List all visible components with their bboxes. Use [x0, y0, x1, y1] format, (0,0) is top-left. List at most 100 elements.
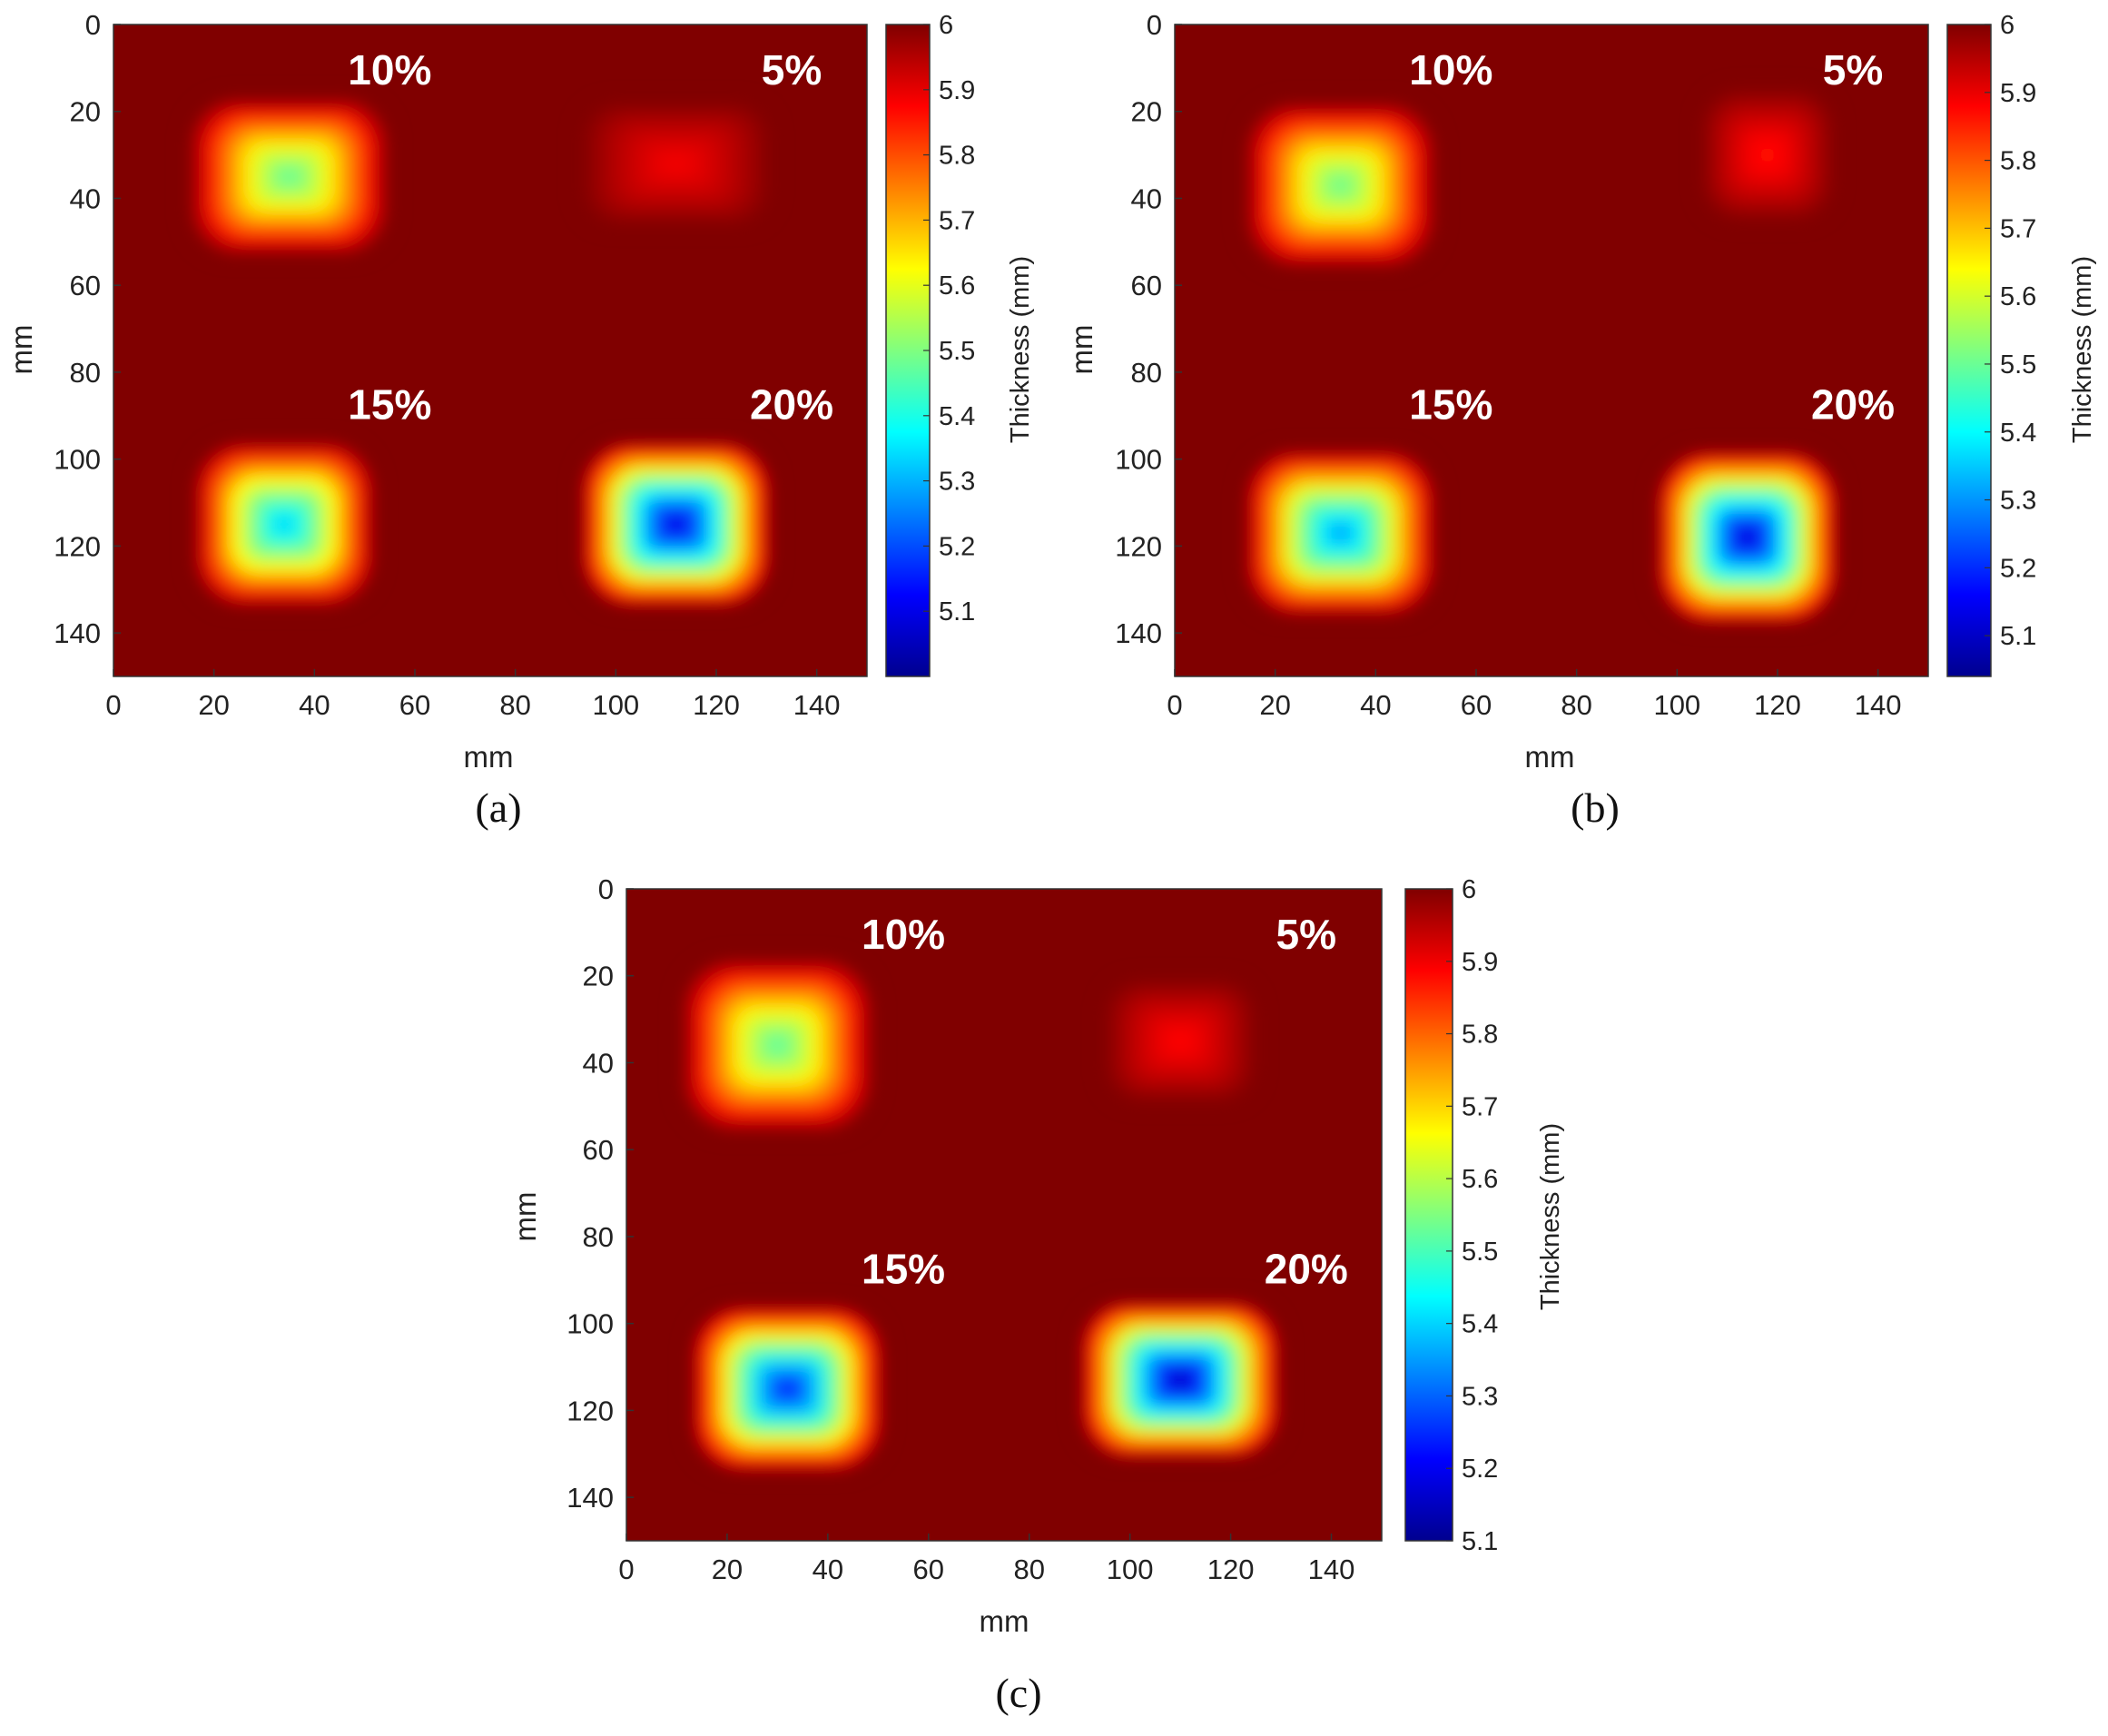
- annotation-c-10pct: 10%: [862, 911, 945, 958]
- colorbar-tick-label: 5.5: [2000, 350, 2036, 380]
- x-tick-label: 40: [299, 689, 330, 721]
- annotation-a-5pct: 5%: [762, 46, 822, 94]
- heatmap-a: 10% 5% 15% 20%: [113, 24, 868, 677]
- colorbar-tick-label: 5.7: [939, 206, 975, 235]
- y-tick-label: 40: [583, 1047, 614, 1079]
- annotation-b-5pct: 5%: [1823, 46, 1883, 94]
- colorbar-tick-label: 5.6: [1462, 1165, 1498, 1194]
- x-tick-label: 80: [499, 689, 530, 721]
- colorbar-tick-label: 5.9: [939, 76, 975, 105]
- colorbar-tick-label: 5.9: [2000, 79, 2036, 108]
- colorbar-label-b: Thickness (mm): [2068, 256, 2097, 443]
- x-tick-label: 0: [105, 689, 121, 721]
- annotation-c-20pct: 20%: [1265, 1246, 1348, 1293]
- x-tick-label: 140: [793, 689, 841, 721]
- colorbar-tick-label: 6: [939, 11, 953, 40]
- annotation-a-15pct: 15%: [348, 381, 431, 429]
- colorbar-b: 5.1 5.2 5.3 5.4 5.5 5.6 5.7 5.8 5.9 6: [1946, 11, 2036, 677]
- colorbar-tick-label: 5.3: [1462, 1382, 1498, 1411]
- y-axis-label-b: mm: [1065, 325, 1098, 375]
- x-tick-label: 100: [1107, 1554, 1154, 1585]
- annotation-b-20pct: 20%: [1811, 381, 1895, 429]
- y-tick-label: 0: [1147, 9, 1162, 41]
- y-tick-label: 100: [1115, 444, 1162, 476]
- colorbar-tick-label: 6: [1462, 875, 1476, 904]
- colorbar-tick-label: 5.9: [1462, 948, 1498, 977]
- colorbar-tick-label: 5.4: [2000, 419, 2036, 448]
- x-tick-label: 140: [1308, 1554, 1355, 1585]
- defect-region-a-4: [576, 437, 777, 612]
- x-tick-label: 20: [712, 1554, 743, 1585]
- defect-region-b-3: [1239, 446, 1442, 620]
- colorbar-tick-label: 5.8: [2000, 147, 2036, 176]
- heatmap-c: 10% 5% 15% 20%: [626, 888, 1383, 1542]
- x-tick-label: 120: [1754, 689, 1801, 721]
- colorbar-tick-label: 5.1: [2000, 622, 2036, 651]
- colorbar-tick-label: 5.8: [939, 142, 975, 171]
- colorbar-tick-label: 5.3: [939, 468, 975, 497]
- colorbar-tick-label: 5.6: [2000, 282, 2036, 311]
- defect-region-c-2: [1099, 975, 1261, 1107]
- x-ticks-c: 0 20 40 60 80 100 120 140: [618, 1534, 1354, 1585]
- colorbar-c: 5.1 5.2 5.3 5.4 5.5 5.6 5.7 5.8 5.9 6: [1404, 875, 1498, 1556]
- x-tick-label: 60: [1461, 689, 1492, 721]
- x-tick-label: 0: [618, 1554, 634, 1585]
- y-tick-label: 140: [1115, 617, 1162, 649]
- y-tick-label: 20: [583, 961, 614, 992]
- y-tick-label: 100: [54, 444, 101, 476]
- colorbar-tick-label: 5.2: [939, 532, 975, 561]
- defect-region-c-4: [1074, 1297, 1286, 1463]
- caption-a: (a): [475, 784, 521, 831]
- x-tick-label: 140: [1855, 689, 1902, 721]
- colorbar-tick-label: 5.5: [939, 337, 975, 366]
- colorbar-tick-label: 5.4: [1462, 1310, 1498, 1339]
- y-tick-label: 120: [54, 530, 101, 562]
- colorbar-tick-label: 5.4: [939, 402, 975, 431]
- colorbar-tick-label: 5.6: [939, 271, 975, 301]
- defect-region-c-1: [676, 953, 879, 1137]
- y-tick-label: 20: [70, 96, 101, 128]
- x-tick-label: 120: [693, 689, 740, 721]
- y-tick-label: 100: [566, 1308, 614, 1340]
- defect-region-b-4: [1651, 446, 1843, 629]
- y-tick-label: 40: [70, 182, 101, 214]
- y-tick-label: 80: [70, 357, 101, 389]
- colorbar-tick-label: 5.2: [2000, 554, 2036, 583]
- colorbar-tick-label: 5.7: [2000, 214, 2036, 243]
- y-axis-label-a: mm: [5, 325, 38, 375]
- caption-c: (c): [995, 1670, 1041, 1716]
- y-tick-label: 140: [54, 617, 101, 649]
- x-tick-label: 60: [399, 689, 430, 721]
- caption-b: (b): [1571, 784, 1620, 831]
- y-tick-label: 120: [1115, 530, 1162, 562]
- annotation-a-10pct: 10%: [348, 46, 431, 94]
- colorbar-tick-label: 5.1: [939, 597, 975, 626]
- x-tick-label: 20: [1259, 689, 1290, 721]
- defect-region-a-2: [576, 98, 777, 229]
- y-tick-label: 40: [1131, 182, 1162, 214]
- colorbar-label-c: Thickness (mm): [1536, 1123, 1565, 1310]
- colorbar-tick-label: 5.5: [1462, 1238, 1498, 1267]
- heatmap-b: 10% 5% 15% 20%: [1174, 24, 1929, 677]
- panel-c: 10% 5% 15% 20% 0 20 40 60 80 100 120 140 0 20 40 60 80…: [508, 873, 1565, 1716]
- y-tick-label: 60: [70, 270, 101, 301]
- y-tick-label: 20: [1131, 96, 1162, 128]
- annotation-a-20pct: 20%: [750, 381, 833, 429]
- y-ticks-a: 0 20 40 60 80 100 120 140: [54, 9, 121, 649]
- defect-region-c-3: [686, 1301, 889, 1476]
- colorbar-gradient: [1404, 888, 1453, 1542]
- colorbar-tick-label: 5.2: [1462, 1455, 1498, 1484]
- x-tick-label: 40: [1360, 689, 1391, 721]
- y-tick-label: 60: [1131, 270, 1162, 301]
- x-tick-label: 80: [1013, 1554, 1044, 1585]
- x-tick-label: 20: [198, 689, 229, 721]
- colorbar-gradient: [1946, 24, 1992, 677]
- panel-b: 10% 5% 15% 20% 0 20 40 60 80 100 120 140 0 20 40 60 80…: [1065, 9, 2097, 831]
- colorbar-tick-label: 5.8: [1462, 1021, 1498, 1050]
- x-tick-label: 0: [1167, 689, 1182, 721]
- y-tick-label: 120: [566, 1395, 614, 1426]
- y-tick-label: 80: [583, 1221, 614, 1253]
- x-ticks-b: 0 20 40 60 80 100 120 140: [1167, 669, 1902, 721]
- y-tick-label: 0: [598, 873, 614, 905]
